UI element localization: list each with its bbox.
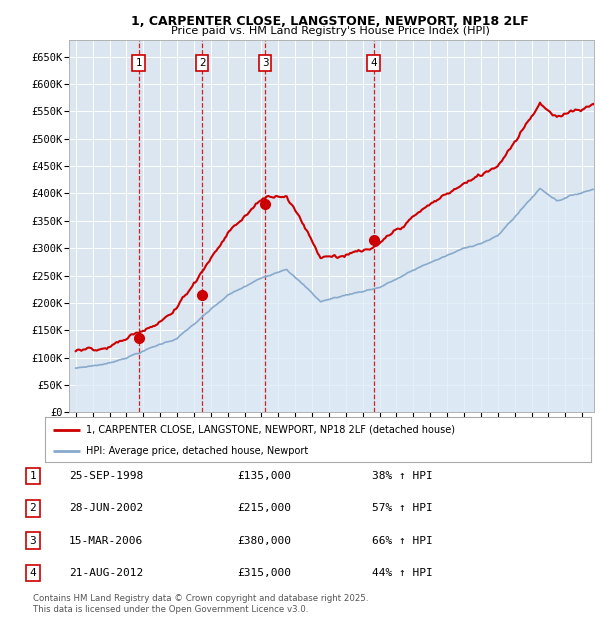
- Text: 1: 1: [29, 471, 37, 481]
- Text: 2: 2: [199, 58, 206, 68]
- Text: 25-SEP-1998: 25-SEP-1998: [69, 471, 143, 481]
- Text: Contains HM Land Registry data © Crown copyright and database right 2025.
This d: Contains HM Land Registry data © Crown c…: [33, 594, 368, 614]
- Text: 4: 4: [29, 568, 37, 578]
- Text: 66% ↑ HPI: 66% ↑ HPI: [372, 536, 433, 546]
- Text: 1, CARPENTER CLOSE, LANGSTONE, NEWPORT, NP18 2LF (detached house): 1, CARPENTER CLOSE, LANGSTONE, NEWPORT, …: [86, 425, 455, 435]
- Text: £135,000: £135,000: [237, 471, 291, 481]
- Text: 57% ↑ HPI: 57% ↑ HPI: [372, 503, 433, 513]
- Text: 1, CARPENTER CLOSE, LANGSTONE, NEWPORT, NP18 2LF: 1, CARPENTER CLOSE, LANGSTONE, NEWPORT, …: [131, 16, 529, 28]
- Text: £380,000: £380,000: [237, 536, 291, 546]
- Text: 44% ↑ HPI: 44% ↑ HPI: [372, 568, 433, 578]
- Text: Price paid vs. HM Land Registry's House Price Index (HPI): Price paid vs. HM Land Registry's House …: [170, 26, 490, 36]
- Text: 21-AUG-2012: 21-AUG-2012: [69, 568, 143, 578]
- Text: 38% ↑ HPI: 38% ↑ HPI: [372, 471, 433, 481]
- Text: 2: 2: [29, 503, 37, 513]
- Text: HPI: Average price, detached house, Newport: HPI: Average price, detached house, Newp…: [86, 446, 308, 456]
- Text: 4: 4: [370, 58, 377, 68]
- Text: £215,000: £215,000: [237, 503, 291, 513]
- Text: 1: 1: [136, 58, 142, 68]
- Text: 15-MAR-2006: 15-MAR-2006: [69, 536, 143, 546]
- Text: £315,000: £315,000: [237, 568, 291, 578]
- Text: 3: 3: [29, 536, 37, 546]
- Text: 28-JUN-2002: 28-JUN-2002: [69, 503, 143, 513]
- Text: 3: 3: [262, 58, 268, 68]
